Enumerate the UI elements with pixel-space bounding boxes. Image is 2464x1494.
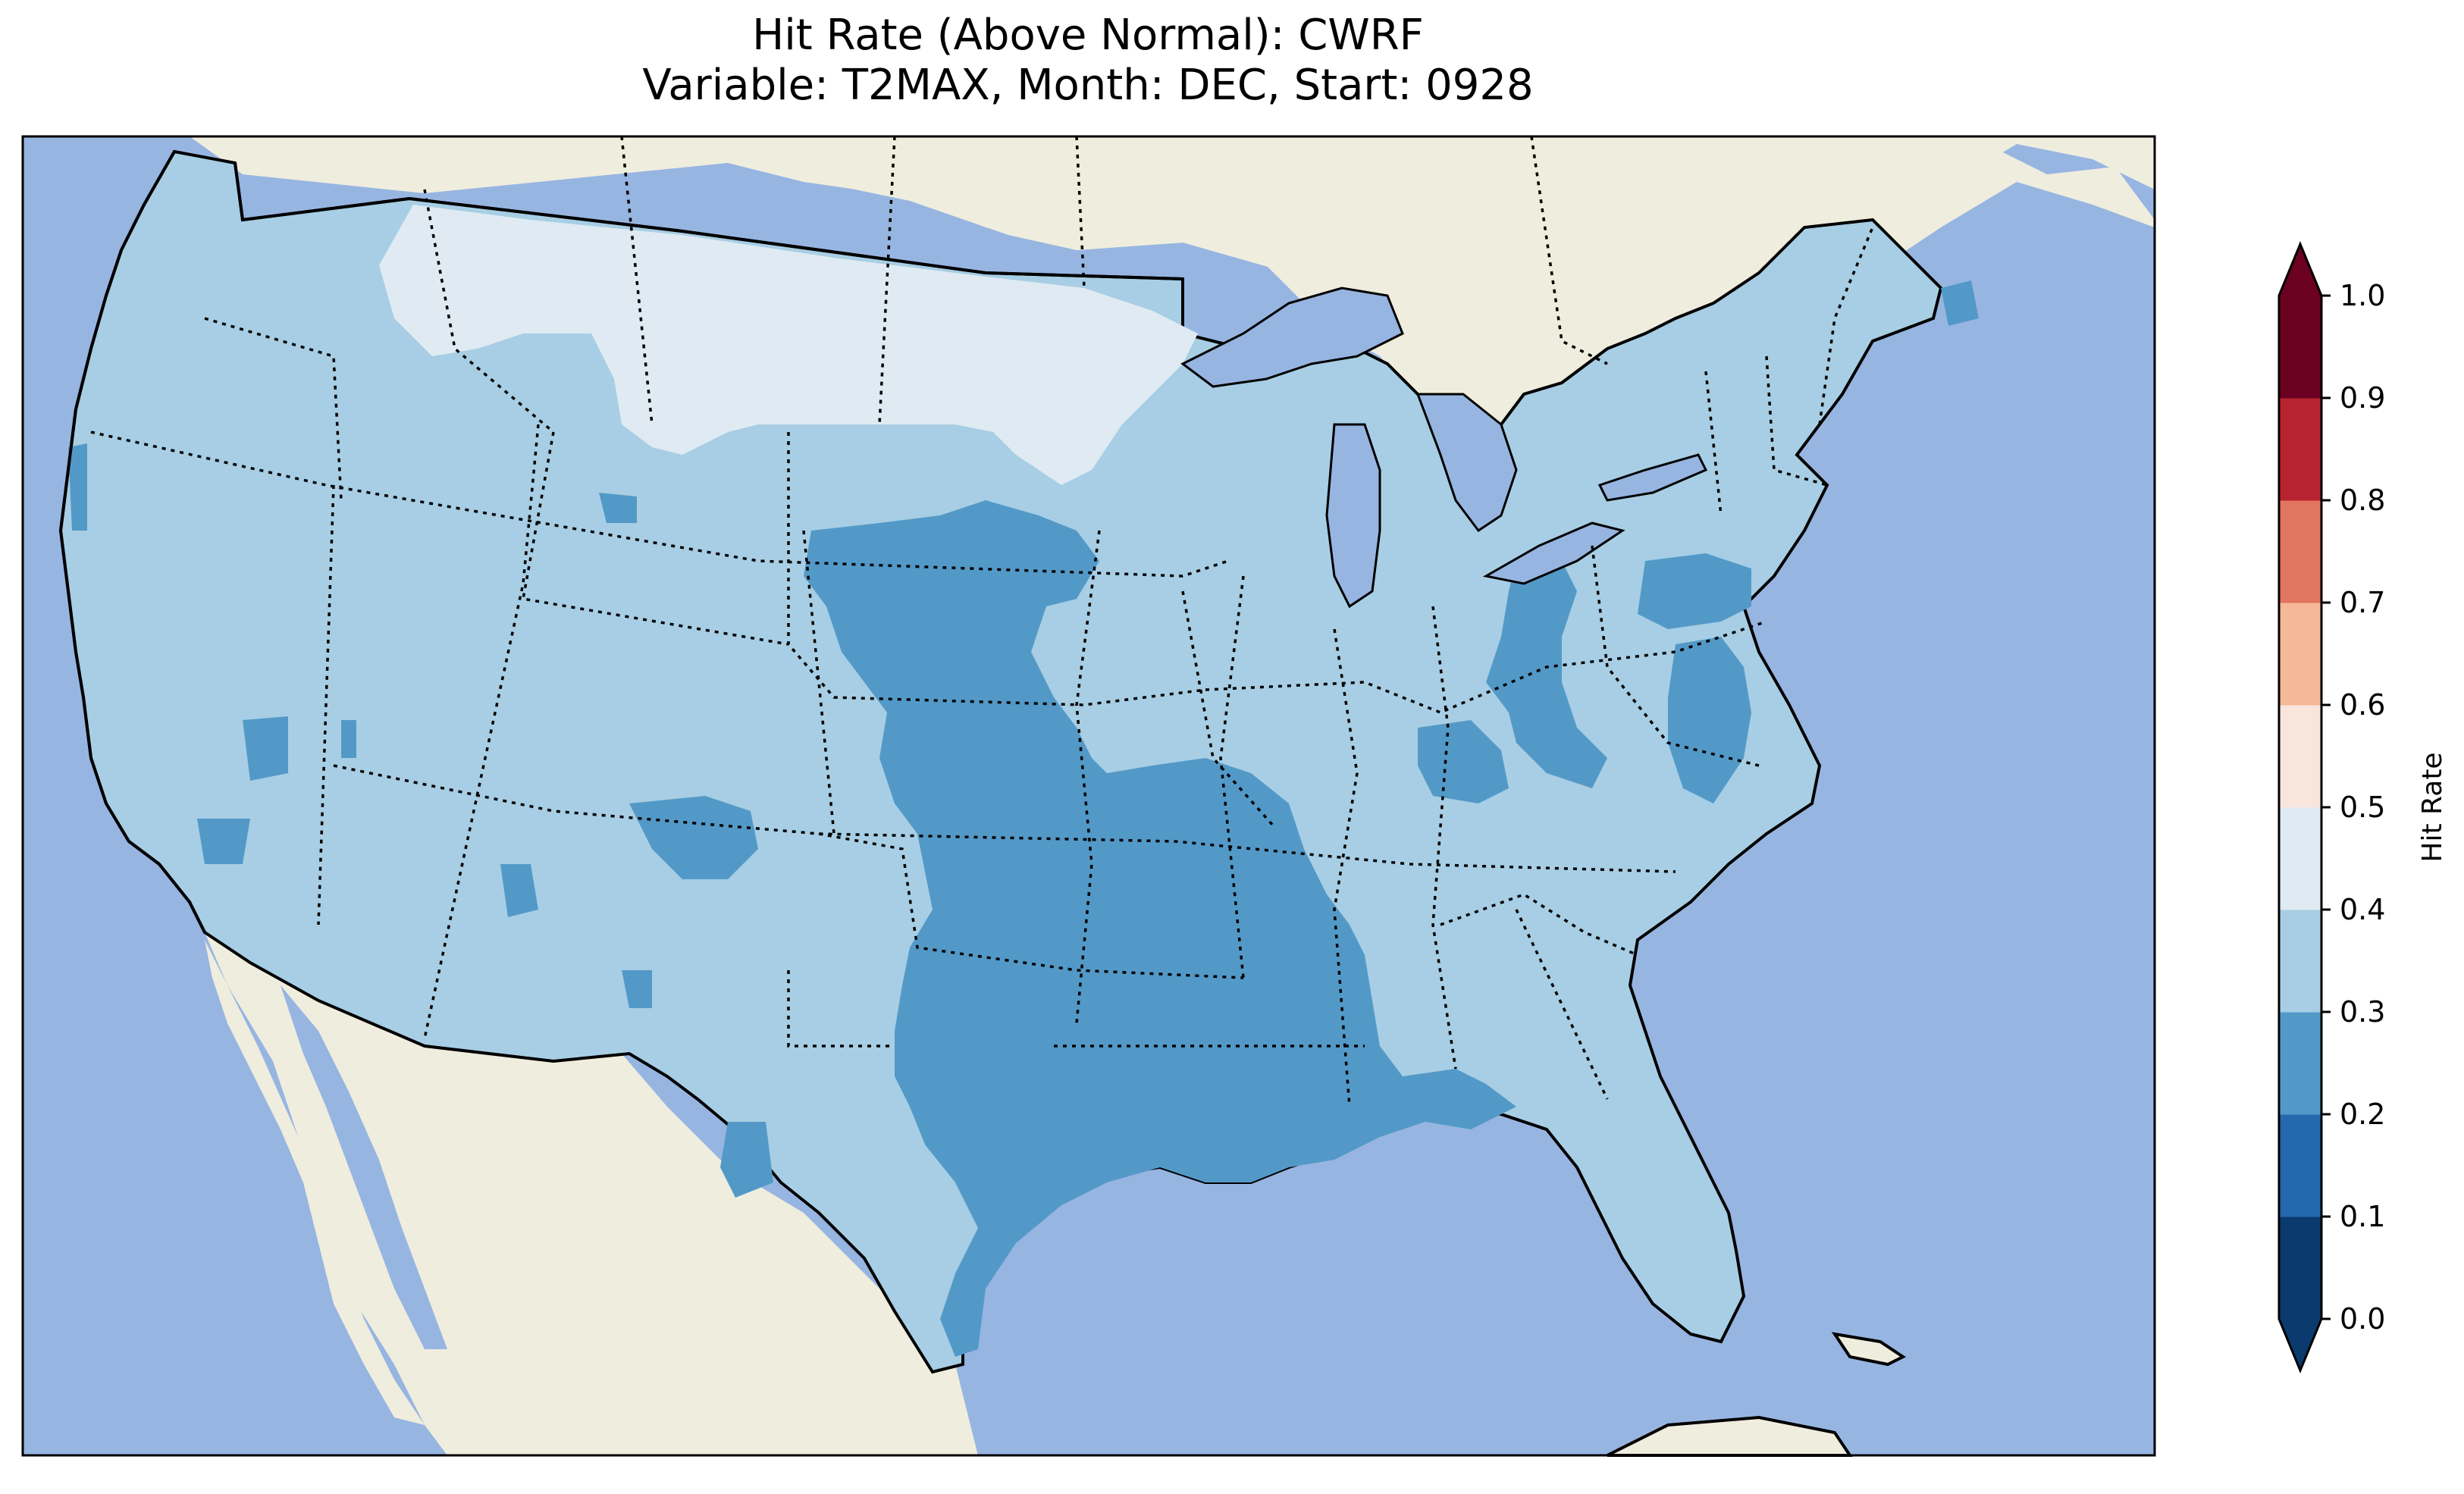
colorbar-bin [2279,910,2321,1013]
figure-title: Hit Rate (Above Normal): CWRF Variable: … [0,11,2176,111]
low-hit-rate-regions [68,280,1979,1357]
lake-ontario [1597,453,1708,502]
canada-north-band [190,136,2155,485]
colorbar-tick-label: 0.8 [2340,484,2385,517]
colorbar-tick-label: 0.0 [2340,1302,2385,1336]
map-frame [21,135,2156,1457]
lake-huron [1415,393,1518,533]
great-lakes [1180,287,1708,609]
colorbar-ticks: 0.0 0.1 0.2 0.3 0.4 0.5 0.6 0.7 0.8 0.9 1.0 [2321,279,2385,1336]
coastline [58,151,206,933]
gulf-of-california [281,985,447,1349]
colorbar-bin [2279,1114,2321,1217]
colorbar-bin [2279,1012,2321,1115]
colorbar-bins [2279,296,2321,1320]
baja-peninsula [205,940,425,1425]
colorbar-tick-label: 0.2 [2340,1098,2385,1131]
colorbar-tick-label: 0.6 [2340,688,2385,722]
lake-michigan [1325,423,1381,609]
colorbar-bin [2279,807,2321,910]
colorbar-bin [2279,603,2321,706]
us-canada-border [234,162,1183,280]
colorbar-bin [2279,705,2321,808]
cuba-land [1831,1332,1906,1367]
colorbar-tick-label: 0.5 [2340,791,2385,824]
colorbar-tick-label: 0.4 [2340,893,2385,926]
north-high-band [379,205,1198,485]
colorbar-bin [2279,1217,2321,1320]
lake-erie [1482,521,1625,585]
colorbar-tick-label: 1.0 [2340,279,2385,312]
colorbar-tick-label: 0.3 [2340,995,2385,1029]
colorbar-tick-label: 0.9 [2340,381,2385,415]
colorbar-bin [2279,296,2321,399]
colorbar-bin [2279,500,2321,603]
lake-superior [1180,287,1404,388]
colorbar-tick-label: 0.7 [2340,586,2385,619]
state-borders [90,136,1874,1107]
colorbar-extend-bottom [2279,1319,2321,1370]
colorbar-tick-label: 0.1 [2340,1200,2385,1233]
colorbar-bin [2279,398,2321,501]
colorbar-label: Hit Rate [2417,752,2448,862]
colorbar-extend-top [2279,244,2321,296]
title-line-2: Variable: T2MAX, Month: DEC, Start: 0928 [642,61,1534,110]
mexico-land [205,932,978,1455]
title-line-1: Hit Rate (Above Normal): CWRF [752,11,1424,60]
